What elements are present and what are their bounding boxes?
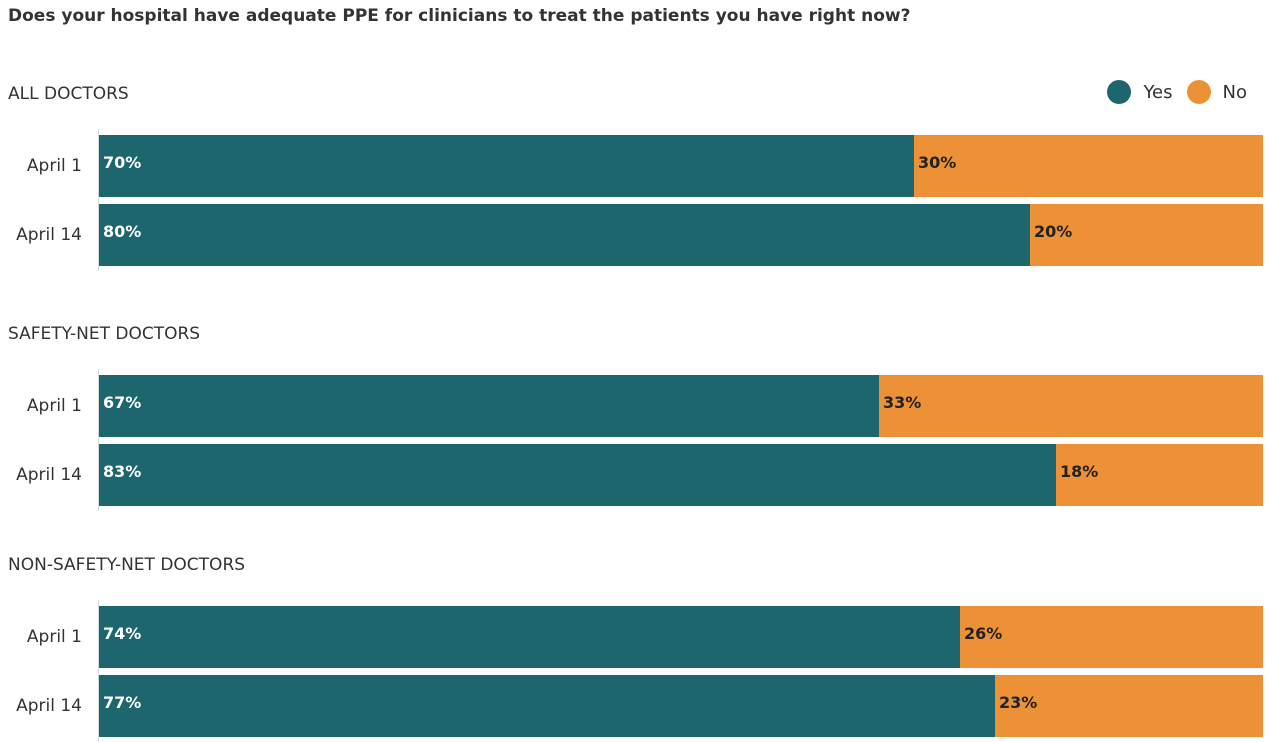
- category-axis-line: [98, 369, 99, 511]
- legend-item-no: No: [1186, 80, 1247, 104]
- bar-track: 67% 33%: [99, 375, 1263, 437]
- category-axis-line: [98, 600, 99, 742]
- data-label-yes: 74%: [103, 624, 142, 643]
- bar-segment-yes: 83%: [99, 444, 1056, 506]
- category-label: April 1: [26, 156, 82, 176]
- data-label-yes: 67%: [103, 393, 142, 412]
- bar-row: April 14 80% 20%: [0, 204, 1269, 266]
- bar-segment-yes: 67%: [99, 375, 879, 437]
- bar-row: April 14 83% 18%: [0, 444, 1269, 506]
- data-label-no: 26%: [964, 624, 1003, 643]
- bar-segment-no: 23%: [995, 675, 1263, 737]
- group-title: SAFETY-NET DOCTORS: [8, 324, 201, 344]
- legend-item-yes: Yes: [1107, 80, 1173, 104]
- data-label-no: 18%: [1060, 462, 1099, 481]
- group-title: NON-SAFETY-NET DOCTORS: [8, 555, 246, 575]
- data-label-yes: 70%: [103, 153, 142, 172]
- bar-segment-no: 18%: [1056, 444, 1263, 506]
- bar-row: April 1 67% 33%: [0, 375, 1269, 437]
- bar-segment-yes: 74%: [99, 606, 960, 668]
- data-label-no: 33%: [883, 393, 922, 412]
- legend-label-yes: Yes: [1143, 81, 1173, 103]
- category-label: April 1: [26, 396, 82, 416]
- bar-track: 77% 23%: [99, 675, 1263, 737]
- bar-track: 74% 26%: [99, 606, 1263, 668]
- bar-segment-yes: 80%: [99, 204, 1030, 266]
- category-label: April 14: [16, 465, 82, 485]
- bar-segment-no: 33%: [879, 375, 1263, 437]
- data-label-no: 30%: [918, 153, 957, 172]
- data-label-yes: 77%: [103, 693, 142, 712]
- chart-title: Does your hospital have adequate PPE for…: [8, 6, 911, 26]
- bar-segment-no: 20%: [1030, 204, 1263, 266]
- data-label-yes: 83%: [103, 462, 142, 481]
- bar-segment-no: 30%: [914, 135, 1263, 197]
- category-axis-line: [98, 129, 99, 271]
- bar-track: 83% 18%: [99, 444, 1263, 506]
- category-label: April 14: [16, 696, 82, 716]
- data-label-yes: 80%: [103, 222, 142, 241]
- legend-swatch-no: [1186, 80, 1211, 104]
- bar-segment-yes: 77%: [99, 675, 995, 737]
- legend-label-no: No: [1222, 81, 1247, 103]
- group-title: ALL DOCTORS: [8, 84, 129, 104]
- bar-segment-yes: 70%: [99, 135, 914, 197]
- legend-swatch-yes: [1107, 80, 1132, 104]
- data-label-no: 20%: [1034, 222, 1073, 241]
- category-label: April 14: [16, 225, 82, 245]
- bar-row: April 14 77% 23%: [0, 675, 1269, 737]
- bar-segment-no: 26%: [960, 606, 1263, 668]
- data-label-no: 23%: [999, 693, 1038, 712]
- bar-row: April 1 70% 30%: [0, 135, 1269, 197]
- legend: Yes No: [1093, 80, 1247, 104]
- category-label: April 1: [26, 627, 82, 647]
- bar-row: April 1 74% 26%: [0, 606, 1269, 668]
- bar-track: 70% 30%: [99, 135, 1263, 197]
- bar-track: 80% 20%: [99, 204, 1263, 266]
